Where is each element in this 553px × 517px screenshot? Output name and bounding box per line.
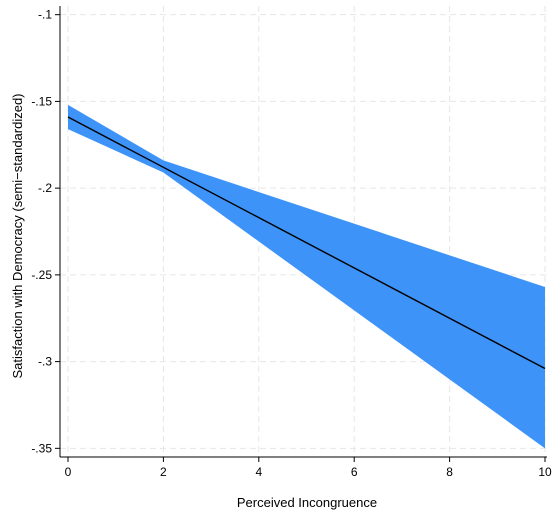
x-axis-label: Perceived Incongruence: [237, 495, 377, 510]
y-axis-ticks: -.1 -.15 -.2 -.25 -.3 -.35: [31, 8, 60, 455]
x-tick-label-3: 6: [351, 465, 358, 479]
confidence-band-layer: [68, 104, 545, 449]
prediction-line-layer: [67, 116, 546, 370]
x-tick-label-0: 0: [65, 465, 72, 479]
y-axis-label: Satisfaction with Democracy (semi−standa…: [10, 93, 25, 378]
y-tick-label-4: -.3: [38, 355, 52, 369]
y-tick-label-0: -.1: [38, 8, 52, 22]
confidence-band: [68, 104, 545, 449]
x-axis-ticks: 0 2 4 6 8 10: [65, 457, 552, 479]
x-tick-label-5: 10: [538, 465, 552, 479]
axes: [59, 6, 547, 458]
prediction-line: [67, 116, 546, 370]
y-tick-label-3: -.25: [31, 268, 52, 282]
x-tick-label-4: 8: [446, 465, 453, 479]
x-tick-label-1: 2: [160, 465, 167, 479]
y-tick-label-1: -.15: [31, 94, 52, 108]
y-tick-label-5: -.35: [31, 441, 52, 455]
x-tick-label-2: 4: [255, 465, 262, 479]
y-tick-label-2: -.2: [38, 181, 52, 195]
